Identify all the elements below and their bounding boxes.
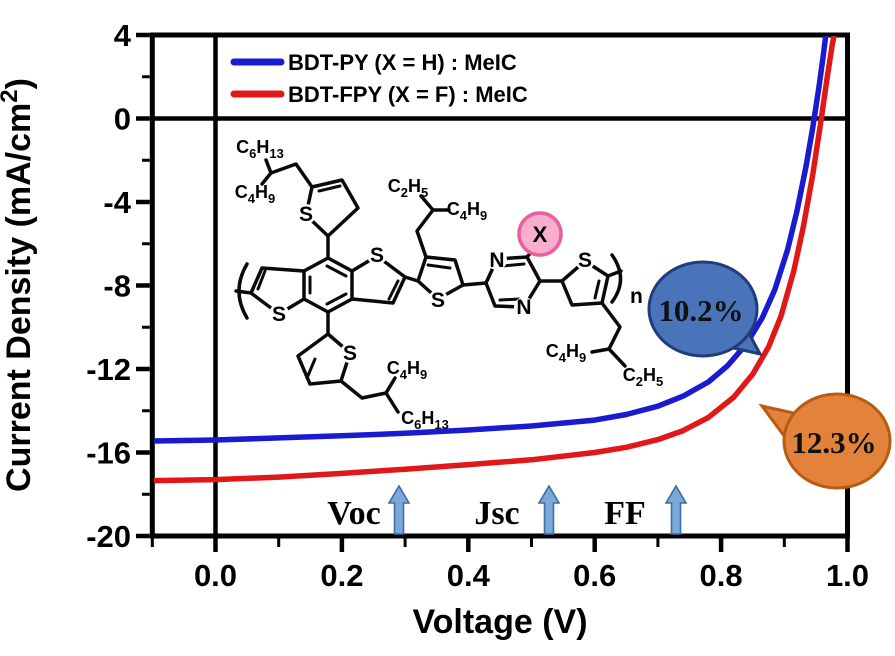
top-left-alkyl-chain	[260, 158, 314, 189]
plot-frame	[149, 32, 851, 539]
y-tick-label: 0	[114, 102, 131, 137]
x-substituent-label: X	[533, 222, 548, 247]
pce-value-bdtpy: 10.2%	[658, 293, 743, 328]
bottom-left-alkyl-chain	[339, 376, 400, 414]
bottom-right-alkyl-chain	[590, 301, 627, 368]
alkyl-label: C2H5	[623, 365, 663, 389]
x-tick-label: 0.0	[194, 558, 237, 593]
heteroatoms: S S S S S S N N	[269, 203, 595, 365]
alkyl-label: C6H13	[401, 408, 449, 432]
sulfur-atom: S	[431, 289, 445, 312]
x-tick-label: 0.6	[573, 558, 616, 593]
middle-thiophene-double-bond	[426, 263, 452, 270]
nitrogen-atom: N	[489, 249, 504, 272]
sulfur-atom: S	[578, 249, 592, 272]
x-tick-label: 0.4	[447, 558, 491, 593]
right-thiophene-double-bond	[593, 279, 601, 300]
legend: BDT-PY (X = H) : MeIC BDT-FPY (X = F) : …	[230, 50, 528, 107]
bottom-side-thiophene-double-bond	[305, 357, 317, 380]
x-tick-label: 0.2	[320, 558, 363, 593]
sulfur-atom: S	[299, 203, 313, 226]
alkyl-label: C2H5	[388, 176, 428, 200]
y-tick-label: -8	[103, 269, 131, 304]
jv-curves	[154, 36, 837, 484]
alkyl-label: C6H13	[236, 137, 284, 161]
ff-label: FF	[604, 495, 646, 532]
fused-thiophene-bottom-double-bond	[256, 269, 267, 291]
y-tick-label: 4	[114, 18, 132, 53]
voc-up-arrow-icon	[387, 484, 411, 535]
sulfur-atom: S	[343, 342, 357, 365]
jsc-label: Jsc	[474, 495, 519, 532]
x-tick-label: 1.0	[826, 558, 869, 593]
polymer-structure: X n S S S S S S N N C6H13 C4H9 C2H5 C4H9…	[234, 137, 663, 432]
fused-thiophene-top-double-bond	[387, 279, 400, 301]
legend-label-bdtpy: BDT-PY (X = H) : MeIC	[288, 50, 517, 75]
right-repeat-bracket	[610, 253, 623, 304]
x-substituent-circle	[517, 211, 563, 257]
jsc-up-arrow-icon	[537, 484, 561, 535]
sulfur-atom: S	[272, 303, 286, 326]
alkyl-label: C4H9	[546, 341, 586, 365]
legend-label-bdtfpy: BDT-FPY (X = F) : MeIC	[288, 82, 528, 107]
jv-curve-bdtfpy	[154, 36, 837, 484]
alkyl-labels: C6H13 C4H9 C2H5 C4H9 C4H9 C6H13 C4H9 C2H…	[235, 137, 663, 432]
x-axis-ticks: 0.0 0.2 0.4 0.6 0.8 1.0	[150, 538, 869, 593]
y-tick-label: -4	[103, 185, 131, 220]
alkyl-label: C4H9	[447, 199, 487, 223]
voc-label: Voc	[327, 495, 381, 532]
pce-value-bdtfpy: 12.3%	[791, 425, 876, 460]
x-tick-label: 0.8	[700, 558, 743, 593]
alkyl-label: C4H9	[387, 358, 427, 382]
y-tick-label: -16	[86, 436, 131, 471]
parameter-annotations: Voc Jsc FF	[327, 484, 688, 535]
left-repeat-bracket	[237, 262, 249, 320]
pce-callout-bdtpy: 10.2%	[647, 260, 763, 358]
y-tick-label: -20	[86, 519, 131, 554]
pce-callout-bdtfpy: 12.3%	[758, 392, 892, 490]
y-axis-ticks: 4 0 -4 -8 -12 -16 -20	[86, 18, 150, 554]
top-side-thiophene-double-bond	[317, 184, 342, 193]
repeat-unit-subscript: n	[630, 285, 643, 308]
bond-midthiophene-pyrazine	[461, 281, 488, 287]
y-axis-title: Current Density (mA/cm2)	[0, 78, 38, 492]
callout-bubble	[782, 392, 892, 490]
jv-curve-bdtpy	[154, 36, 829, 444]
callout-bubble	[647, 260, 759, 358]
benzene-double-bonds	[308, 264, 348, 306]
sulfur-atom: S	[370, 244, 384, 267]
pyrazine-double-bonds	[498, 262, 526, 302]
y-tick-label: -12	[86, 352, 131, 387]
nitrogen-atom: N	[516, 296, 531, 319]
middle-alkyl-chain	[415, 194, 451, 259]
x-axis-title: Voltage (V)	[412, 603, 587, 641]
ff-up-arrow-icon	[664, 484, 688, 535]
bond-bdt-midthiophene	[403, 275, 420, 283]
alkyl-label: C4H9	[235, 182, 275, 206]
